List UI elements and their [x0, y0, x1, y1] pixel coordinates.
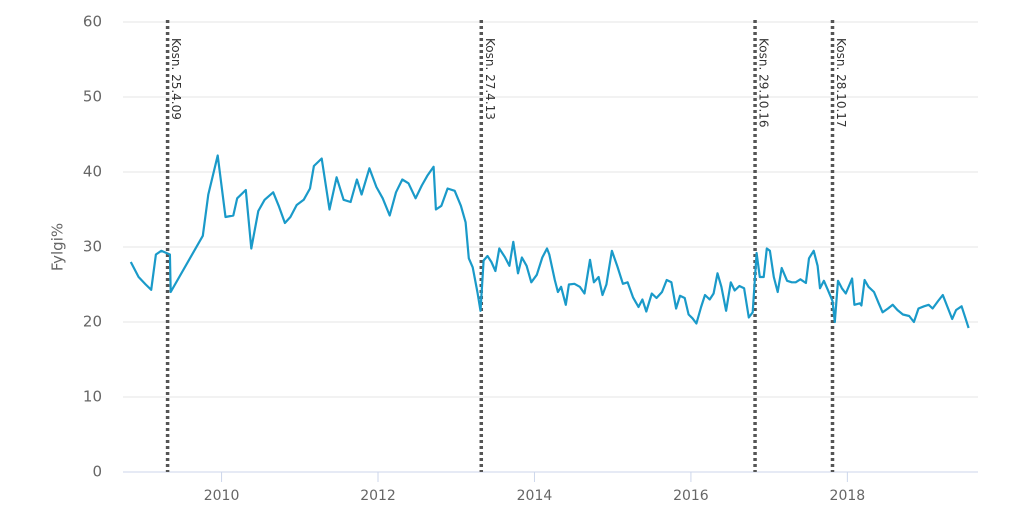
- election-label: Kosn. 25.4.09: [169, 38, 183, 120]
- y-axis-title: Fylgi%: [49, 223, 67, 271]
- x-tick-label: 2010: [204, 488, 240, 504]
- x-tick-label: 2016: [673, 488, 709, 504]
- y-tick-label: 60: [83, 13, 102, 31]
- y-tick-label: 0: [92, 463, 102, 481]
- y-tick-label: 20: [83, 313, 102, 331]
- x-tick-label: 2012: [360, 488, 396, 504]
- election-label: Kosn. 27.4.13: [483, 38, 497, 120]
- election-label: Kosn. 29.10.16: [757, 38, 771, 128]
- x-tick-label: 2014: [517, 488, 553, 504]
- data-line: [129, 154, 970, 329]
- y-tick-label: 30: [83, 238, 102, 256]
- election-label: Kosn. 28.10.17: [834, 38, 848, 128]
- y-tick-label: 50: [83, 88, 102, 106]
- y-tick-label: 10: [83, 388, 102, 406]
- y-tick-label: 40: [83, 163, 102, 181]
- x-tick-label: 2018: [830, 488, 866, 504]
